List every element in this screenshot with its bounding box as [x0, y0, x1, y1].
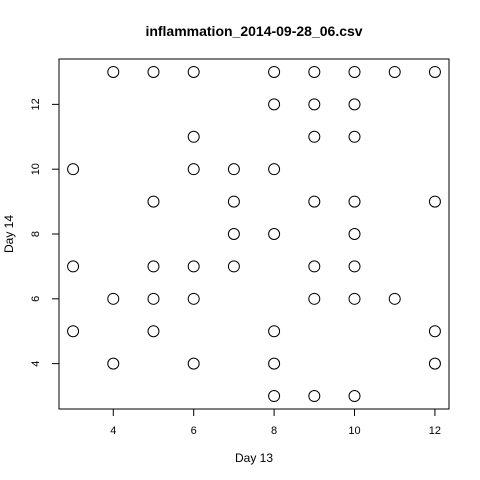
x-tick-label: 6	[191, 425, 197, 437]
data-point	[147, 325, 160, 338]
data-point	[348, 130, 361, 143]
data-point	[348, 390, 361, 403]
data-point	[428, 357, 441, 370]
data-point	[187, 357, 200, 370]
data-points	[67, 65, 441, 403]
y-tick-label: 6	[30, 296, 42, 302]
x-tick-label: 4	[110, 425, 116, 437]
data-point	[147, 65, 160, 78]
y-axis: 4 6 8 10 12	[30, 98, 60, 367]
data-point	[227, 228, 240, 240]
data-point	[187, 65, 200, 78]
data-point	[107, 292, 120, 305]
data-point	[428, 325, 441, 338]
data-point	[348, 65, 361, 78]
chart-title: inflammation_2014-09-28_06.csv	[145, 23, 362, 39]
data-point	[187, 260, 200, 273]
y-tick-label: 12	[30, 98, 42, 110]
data-point	[308, 260, 321, 273]
x-tick-label: 10	[348, 425, 360, 437]
y-tick-label: 10	[30, 163, 42, 175]
data-point	[308, 195, 321, 208]
data-point	[348, 98, 361, 111]
y-tick-label: 4	[30, 361, 42, 367]
x-tick-label: 12	[429, 425, 441, 437]
x-axis: 4 6 8 10 12	[110, 408, 441, 437]
data-point	[268, 65, 281, 78]
data-point	[227, 195, 240, 208]
data-point	[348, 228, 361, 240]
plot-frame	[58, 58, 450, 410]
data-point	[227, 260, 240, 273]
data-point	[428, 195, 441, 208]
data-point	[187, 163, 200, 176]
data-point	[268, 390, 281, 403]
data-point	[308, 390, 321, 403]
data-point	[348, 292, 361, 305]
data-point	[308, 292, 321, 305]
data-point	[147, 195, 160, 208]
data-point	[187, 292, 200, 305]
data-point	[268, 98, 281, 111]
data-point	[388, 65, 401, 78]
y-axis-label: Day 14	[2, 215, 16, 253]
data-point	[147, 292, 160, 305]
data-point	[308, 65, 321, 78]
data-point	[187, 130, 200, 143]
data-point	[227, 163, 240, 176]
data-point	[308, 130, 321, 143]
data-point	[107, 357, 120, 370]
data-point	[67, 325, 80, 338]
data-point	[268, 357, 281, 370]
data-point	[308, 98, 321, 111]
data-point	[268, 163, 281, 176]
data-point	[268, 228, 281, 240]
data-point	[67, 260, 80, 273]
data-point	[428, 65, 441, 78]
data-point	[388, 292, 401, 305]
data-point	[348, 195, 361, 208]
x-axis-label: Day 13	[235, 451, 273, 465]
data-point	[268, 325, 281, 338]
data-point	[348, 260, 361, 273]
data-point	[107, 65, 120, 78]
data-point	[147, 260, 160, 273]
x-tick-label: 8	[271, 425, 277, 437]
y-tick-label: 8	[30, 231, 42, 237]
data-point	[67, 163, 80, 176]
